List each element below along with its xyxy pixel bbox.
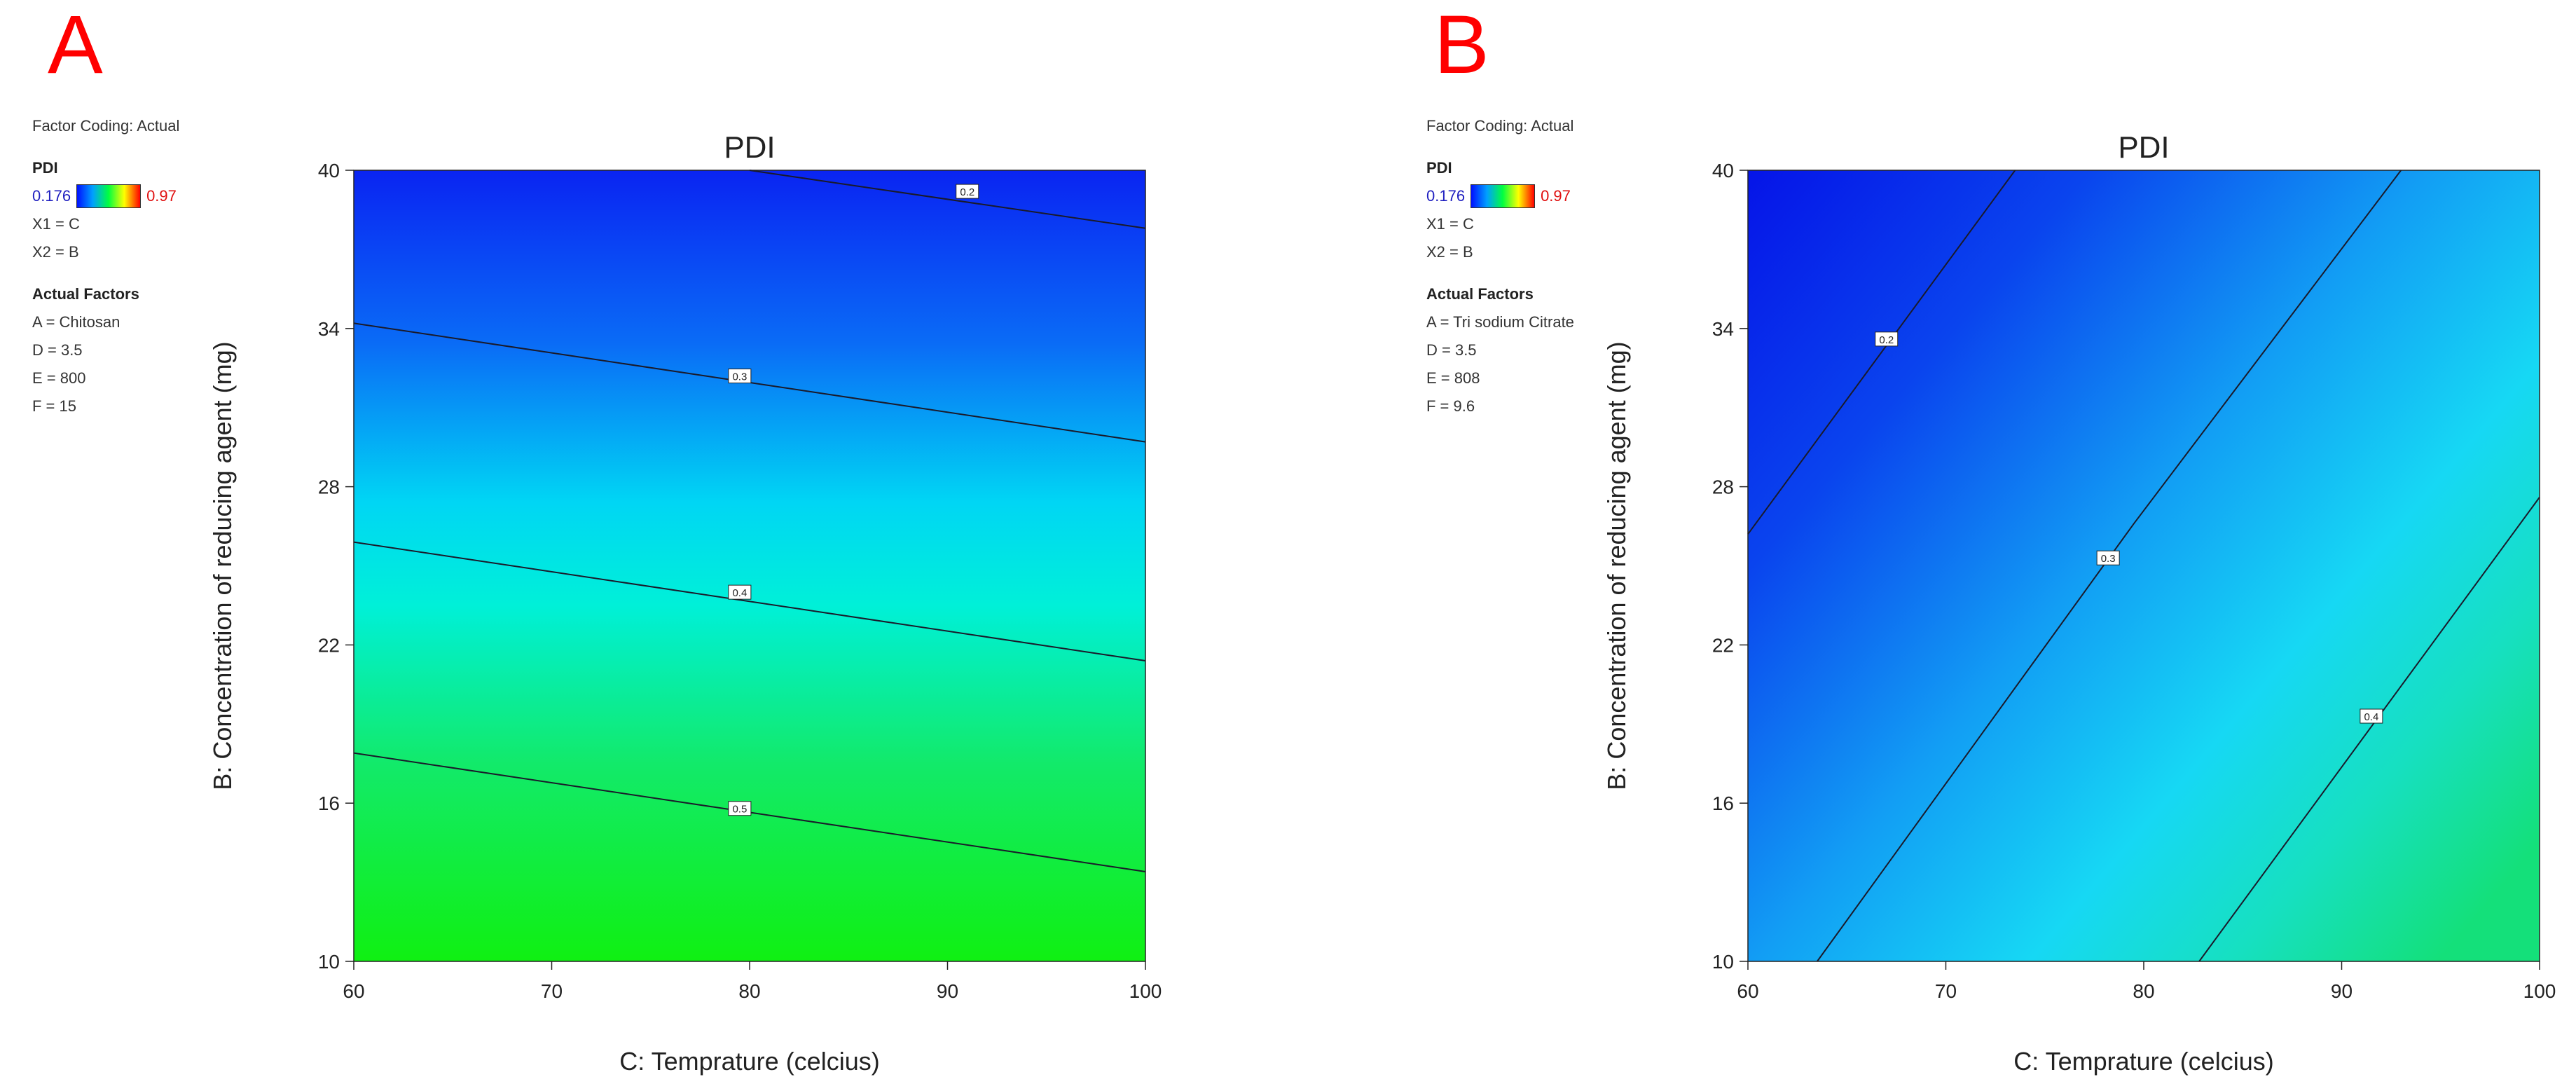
legend-gradient (76, 184, 142, 208)
contour-label: 0.3 (732, 371, 747, 383)
x-tick-label: 60 (1737, 980, 1758, 1002)
y-tick-label: 16 (1712, 792, 1734, 814)
y-tick-label: 10 (1712, 951, 1734, 973)
contour-line (353, 541, 1146, 661)
y-tick-label: 34 (318, 318, 340, 340)
x-tick-label: 70 (1935, 980, 1957, 1002)
y-tick-label: 28 (1712, 476, 1734, 498)
color-legend: 0.176 0.97 (32, 182, 179, 210)
contour-label: 0.3 (2101, 553, 2116, 565)
contour-label: 0.2 (960, 186, 974, 198)
panel-letter: A (48, 0, 103, 91)
color-legend: 0.176 0.97 (1426, 182, 1574, 210)
contour-line (749, 170, 1146, 229)
x-axis-label: C: Temprature (celcius) (2013, 1047, 2273, 1076)
x-tick-label: 70 (541, 980, 563, 1002)
contour-label-box (956, 184, 979, 199)
contour-line (2198, 497, 2540, 962)
actual-factors-title: Actual Factors (32, 285, 139, 303)
chart-title: PDI (724, 130, 775, 165)
x-tick-label: 100 (2523, 980, 2556, 1002)
y-axis-label: B: Concentration of reducing agent (mg) (208, 341, 237, 790)
actual-factor: D = 3.5 (32, 341, 83, 359)
contour-line (1817, 170, 2402, 962)
y-tick-label: 34 (1712, 318, 1734, 340)
y-tick-label: 10 (318, 951, 340, 973)
x-axis-label: C: Temprature (celcius) (619, 1047, 879, 1076)
plot-area (1748, 170, 2540, 961)
contour-label-box (2360, 708, 2383, 724)
contour-label: 0.5 (732, 804, 747, 816)
contour-plot-a: 0.2 0.3 0.4 0.5 60 70 80 90 100 10 16 22 28 34 40 PDI C:… (208, 130, 1162, 1076)
info-block: Factor Coding: Actual PDI 0.176 0.97 X1 … (32, 112, 179, 420)
x-tick-label: 60 (343, 980, 364, 1002)
x2-mapping: X2 = B (32, 243, 79, 261)
actual-factor: A = Chitosan (32, 313, 120, 331)
panel-letter: B (1434, 0, 1489, 91)
chart-title: PDI (2118, 130, 2169, 165)
contour-label-box (1875, 331, 1899, 347)
contour-label-box (2096, 550, 2120, 565)
info-block: Factor Coding: Actual PDI 0.176 0.97 X1 … (1426, 112, 1574, 420)
contour-label: 0.4 (2364, 711, 2378, 723)
actual-factor: F = 15 (32, 397, 76, 415)
panel-a: A Factor Coding: Actual PDI 0.176 0.97 X… (32, 0, 1162, 1076)
contour-label-box (728, 584, 752, 600)
panel-b: B Factor Coding: Actual PDI 0.176 0.97 X… (1394, 0, 2576, 1091)
actual-factor: A = Tri sodium Citrate (1426, 313, 1574, 331)
legend-max: 0.97 (1541, 187, 1571, 205)
x-tick-label: 90 (937, 980, 958, 1002)
legend-min: 0.176 (32, 187, 71, 205)
y-tick-label: 40 (1712, 160, 1734, 181)
y-tick-label: 22 (318, 634, 340, 656)
legend-max: 0.97 (146, 187, 177, 205)
actual-factor: E = 808 (1426, 369, 1480, 387)
x-tick-label: 80 (2133, 980, 2154, 1002)
actual-factors-title: Actual Factors (1426, 285, 1534, 303)
y-tick-label: 16 (318, 792, 340, 814)
x-tick-label: 80 (738, 980, 760, 1002)
actual-factor: F = 9.6 (1426, 397, 1475, 415)
contour-plot-b: 0.2 0.3 0.4 60 70 80 90 100 10 16 22 28 34 40 PDI C: Te… (1602, 130, 2556, 1076)
y-axis-label: B: Concentration of reducing agent (mg) (1602, 341, 1631, 790)
x2-mapping: X2 = B (1426, 243, 1473, 261)
contour-label-box (728, 369, 752, 384)
response-name: PDI (1426, 159, 1452, 177)
x1-mapping: X1 = C (1426, 215, 1474, 233)
actual-factor: D = 3.5 (1426, 341, 1477, 359)
actual-factor: E = 800 (32, 369, 86, 387)
y-tick-label: 28 (318, 476, 340, 498)
contour-label-box (728, 801, 752, 816)
x-tick-label: 100 (1129, 980, 1162, 1002)
y-tick-label: 40 (318, 160, 340, 181)
contour-label: 0.4 (732, 587, 747, 599)
contour-label: 0.2 (1879, 334, 1894, 346)
response-name: PDI (32, 159, 58, 177)
x-tick-label: 90 (2331, 980, 2353, 1002)
legend-min: 0.176 (1426, 187, 1466, 205)
factor-coding: Factor Coding: Actual (1426, 117, 1574, 135)
legend-gradient (1470, 184, 1536, 208)
x1-mapping: X1 = C (32, 215, 80, 233)
y-tick-label: 22 (1712, 634, 1734, 656)
plot-area (354, 170, 1145, 961)
contour-line (1747, 170, 2016, 535)
factor-coding: Factor Coding: Actual (32, 117, 180, 135)
